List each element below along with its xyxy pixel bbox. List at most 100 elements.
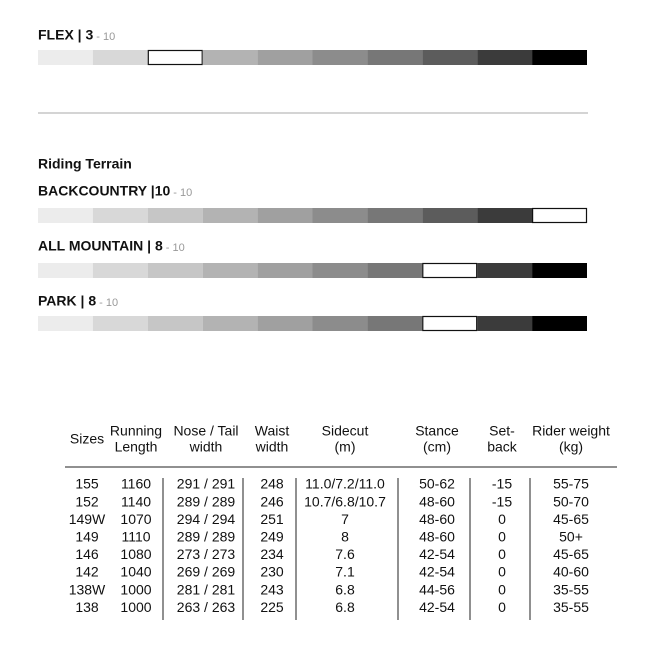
- rating-label: FLEX | 3: [38, 27, 93, 43]
- table-cell: 251: [260, 511, 284, 527]
- table-cell: 48-60: [419, 511, 455, 527]
- table-cell: 155: [75, 476, 99, 492]
- table-cell: 35-55: [553, 599, 589, 615]
- table-cell: 50+: [559, 529, 583, 545]
- column-header: Waist: [255, 423, 290, 439]
- rating-segment: [257, 316, 313, 331]
- rating-segment: [422, 50, 478, 65]
- rating-segment: [202, 50, 258, 65]
- rating-segment: [477, 50, 533, 65]
- rating-marker: [147, 49, 203, 66]
- rating-segment: [92, 208, 148, 223]
- table-cell: 230: [260, 564, 284, 580]
- table-cell: 45-65: [553, 511, 589, 527]
- rating-segment: [38, 263, 93, 278]
- table-cell: 281 / 281: [177, 581, 236, 597]
- column-header: (m): [335, 439, 356, 455]
- table-cell: 1000: [120, 581, 151, 597]
- rating-segment: [38, 208, 93, 223]
- rating-segment: [257, 208, 313, 223]
- table-cell: 0: [498, 599, 506, 615]
- table-cell: 243: [260, 581, 284, 597]
- table-cell: 269 / 269: [177, 564, 236, 580]
- rating-segment: [202, 208, 258, 223]
- table-cell: 0: [498, 546, 506, 562]
- rating-segment: [422, 208, 478, 223]
- rating-segment: [147, 263, 203, 278]
- rating-segment: [257, 50, 313, 65]
- column-header: width: [189, 439, 223, 455]
- table-cell: 234: [260, 546, 284, 562]
- table-cell: 1110: [121, 529, 150, 545]
- rating-segment: [312, 316, 368, 331]
- table-cell: 138W: [69, 581, 106, 597]
- table-cell: 152: [75, 493, 99, 509]
- table-cell: 225: [260, 599, 284, 615]
- table-cell: 8: [341, 529, 349, 545]
- column-header: Sidecut: [322, 423, 369, 439]
- table-cell: 42-54: [419, 564, 455, 580]
- rating-segment: [92, 316, 148, 331]
- rating-segment: [92, 263, 148, 278]
- rating-segment: [367, 50, 423, 65]
- table-cell: 40-60: [553, 564, 589, 580]
- rating-label: ALL MOUNTAIN | 8: [38, 238, 163, 254]
- rating-label: BACKCOUNTRY |10: [38, 183, 170, 199]
- column-header: back: [487, 439, 518, 455]
- table-cell: 1080: [120, 546, 151, 562]
- table-cell: 263 / 263: [177, 599, 236, 615]
- table-cell: 273 / 273: [177, 546, 236, 562]
- rating-segment: [312, 50, 368, 65]
- rating-segment: [367, 316, 423, 331]
- table-cell: 48-60: [419, 493, 455, 509]
- table-cell: 1040: [120, 564, 151, 580]
- table-cell: 50-62: [419, 476, 455, 492]
- table-cell: 50-70: [553, 493, 589, 509]
- table-cell: -15: [492, 493, 512, 509]
- table-cell: 1070: [120, 511, 151, 527]
- table-cell: 294 / 294: [177, 511, 236, 527]
- table-cell: 249: [260, 529, 284, 545]
- rating-segment: [312, 208, 368, 223]
- column-header: Rider weight: [532, 423, 610, 439]
- column-header: Nose / Tail: [173, 423, 238, 439]
- rating-segment: [38, 316, 93, 331]
- table-cell: 0: [498, 511, 506, 527]
- table-cell: 291 / 291: [177, 476, 236, 492]
- rating-label: PARK | 8: [38, 293, 96, 309]
- rating-segment: [477, 263, 533, 278]
- rating-segment: [147, 316, 203, 331]
- rating-segment: [38, 50, 93, 65]
- rating-segment: [532, 263, 587, 278]
- rating-marker: [422, 315, 478, 332]
- table-cell: 42-54: [419, 546, 455, 562]
- table-cell: 7: [341, 511, 349, 527]
- table-cell: 1140: [121, 493, 151, 509]
- table-cell: -15: [492, 476, 512, 492]
- table-cell: 0: [498, 581, 506, 597]
- table-cell: 11.0/7.2/11.0: [305, 476, 385, 492]
- table-cell: 246: [260, 493, 284, 509]
- table-cell: 42-54: [419, 599, 455, 615]
- rating-segment: [367, 208, 423, 223]
- column-header: (kg): [559, 439, 583, 455]
- table-cell: 0: [498, 529, 506, 545]
- rating-segment: [532, 50, 587, 65]
- table-cell: 1000: [120, 599, 151, 615]
- rating-segment: [147, 208, 203, 223]
- table-cell: 289 / 289: [177, 493, 236, 509]
- table-cell: 48-60: [419, 529, 455, 545]
- rating-segment: [92, 50, 148, 65]
- rating-scale: - 10: [166, 242, 185, 254]
- rating-segment: [367, 263, 423, 278]
- table-cell: 0: [498, 564, 506, 580]
- table-cell: 55-75: [553, 476, 589, 492]
- table-cell: 149: [75, 529, 99, 545]
- column-header: Set-: [489, 423, 515, 439]
- rating-segment: [257, 263, 313, 278]
- table-cell: 138: [75, 599, 99, 615]
- rating-scale: - 10: [99, 297, 118, 309]
- table-cell: 6.8: [335, 599, 355, 615]
- rating-scale: - 10: [173, 187, 192, 199]
